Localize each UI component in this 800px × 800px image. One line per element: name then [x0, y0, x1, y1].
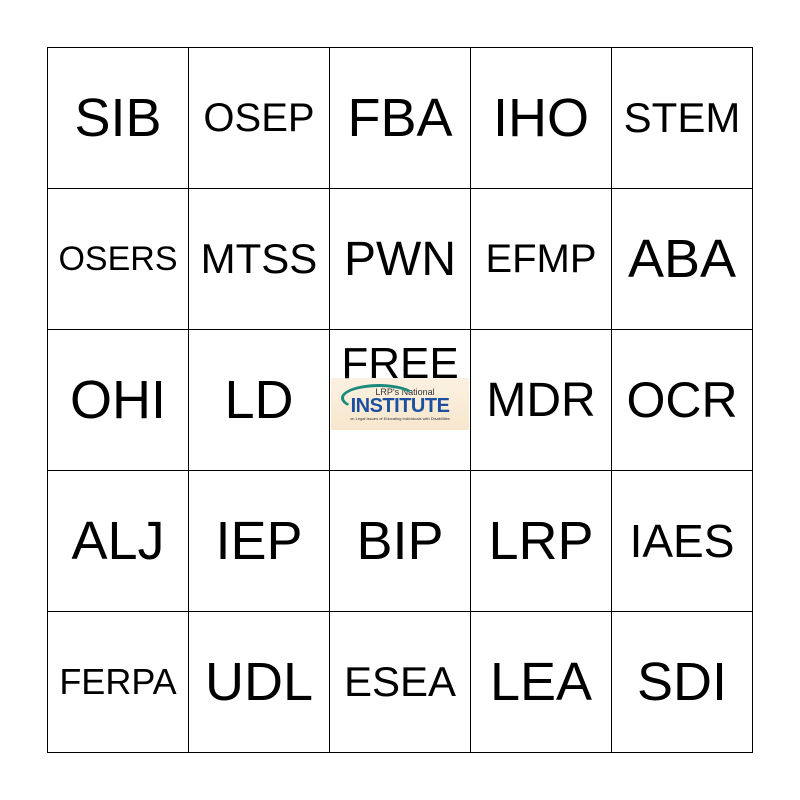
- cell-label: OSEP: [203, 95, 315, 140]
- cell-label: IHO: [492, 88, 589, 148]
- bingo-cell[interactable]: OSEP: [189, 48, 330, 189]
- bingo-cell[interactable]: ABA: [612, 189, 753, 330]
- bingo-cell[interactable]: MTSS: [189, 189, 330, 330]
- bingo-cell[interactable]: UDL: [189, 612, 330, 753]
- bingo-cell[interactable]: MDR: [471, 330, 612, 471]
- bingo-cell[interactable]: LEA: [471, 612, 612, 753]
- bingo-cell[interactable]: OCR: [612, 330, 753, 471]
- bingo-cell[interactable]: SIB: [48, 48, 189, 189]
- cell-label: IEP: [215, 511, 303, 571]
- cell-label: LEA: [489, 652, 593, 712]
- bingo-cell[interactable]: ALJ: [48, 471, 189, 612]
- free-label: FREE: [341, 339, 459, 388]
- bingo-cell[interactable]: IEP: [189, 471, 330, 612]
- cell-label: SDI: [636, 652, 728, 712]
- lrp-institute-logo: LRP's National INSTITUTE on Legal Issues o…: [331, 378, 469, 430]
- cell-label: UDL: [204, 652, 314, 712]
- cell-label: PWN: [344, 232, 456, 286]
- cell-label: ALJ: [71, 511, 165, 571]
- cell-label: IAES: [629, 515, 735, 567]
- cell-label: LRP: [488, 511, 594, 571]
- cell-label: OCR: [626, 372, 738, 428]
- bingo-cell[interactable]: EFMP: [471, 189, 612, 330]
- cell-label: BIP: [356, 511, 444, 571]
- cell-label: MDR: [486, 373, 596, 427]
- free-space-cell[interactable]: FREE LRP's National INSTITUTE on Legal Issu…: [330, 330, 471, 471]
- bingo-cell[interactable]: PWN: [330, 189, 471, 330]
- bingo-cell[interactable]: ESEA: [330, 612, 471, 753]
- bingo-cell[interactable]: FERPA: [48, 612, 189, 753]
- cell-label: STEM: [623, 94, 741, 141]
- logo-arc-icon: [341, 384, 417, 412]
- cell-label: FBA: [347, 88, 453, 148]
- cell-label: MTSS: [200, 235, 318, 282]
- cell-label: FERPA: [59, 661, 177, 702]
- bingo-cell[interactable]: SDI: [612, 612, 753, 753]
- cell-label: OSERS: [58, 239, 178, 278]
- cell-label: LD: [224, 370, 294, 430]
- bingo-cell[interactable]: OHI: [48, 330, 189, 471]
- bingo-cell[interactable]: STEM: [612, 48, 753, 189]
- cell-label: SIB: [74, 88, 162, 148]
- cell-label: ABA: [627, 229, 737, 289]
- bingo-grid: SIB OSEP FBA IHO STEM OSERS MTSS PWN EFMP ABA OHI L…: [47, 47, 753, 753]
- bingo-cell[interactable]: BIP: [330, 471, 471, 612]
- bingo-cell[interactable]: LRP: [471, 471, 612, 612]
- bingo-cell[interactable]: OSERS: [48, 189, 189, 330]
- bingo-cell[interactable]: FBA: [330, 48, 471, 189]
- bingo-cell[interactable]: IAES: [612, 471, 753, 612]
- cell-label: OHI: [69, 370, 166, 430]
- bingo-cell[interactable]: IHO: [471, 48, 612, 189]
- cell-label: EFMP: [485, 236, 597, 281]
- cell-label: ESEA: [343, 658, 457, 705]
- bingo-cell[interactable]: LD: [189, 330, 330, 471]
- logo-sub-text: on Legal Issues of Educating Individuals…: [350, 415, 450, 421]
